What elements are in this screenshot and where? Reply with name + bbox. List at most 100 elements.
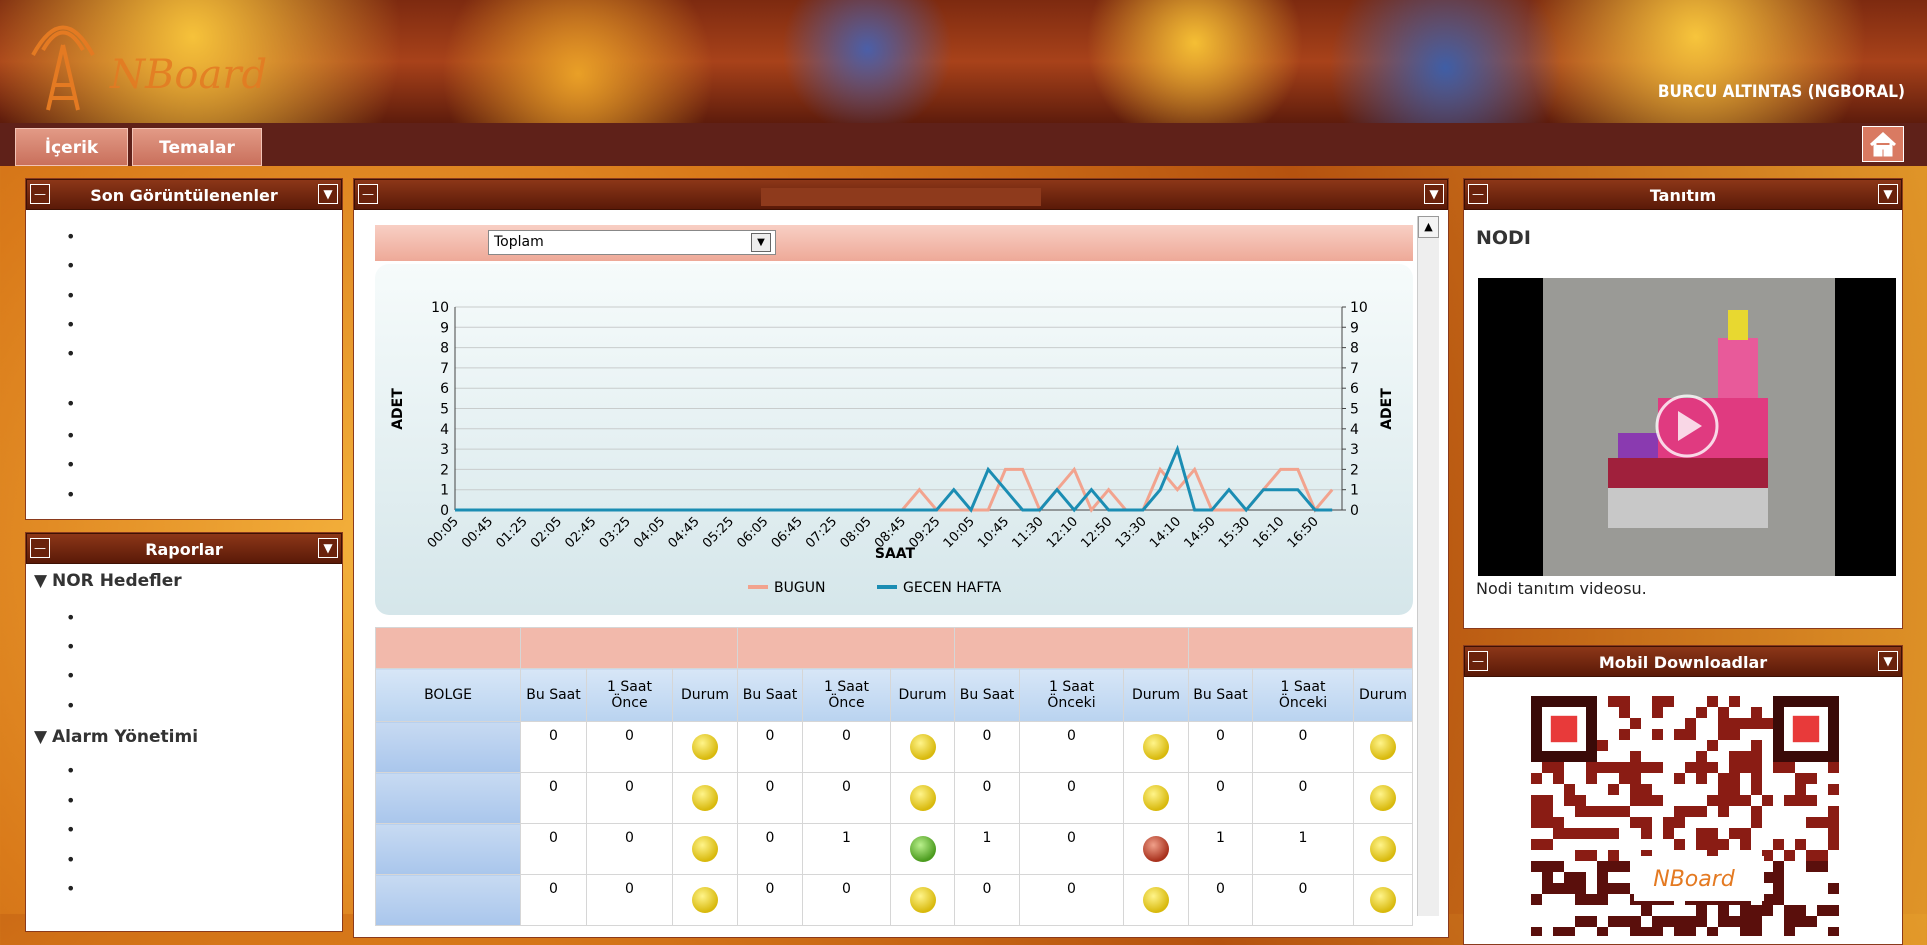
qr-module [1564, 872, 1575, 883]
scrollbar[interactable]: ▲ [1417, 216, 1439, 916]
caption: Nodi tanıtım videosu. [1476, 579, 1647, 598]
panel: Raporlar — ▼ ▼ NOR Hedefler • • • • ▼ Al… [25, 532, 343, 932]
qr-module [1795, 916, 1806, 927]
header-cell: 1 Saat Önceki [1019, 668, 1124, 722]
nav-tab[interactable]: Temalar [132, 128, 262, 166]
header-cell: Durum [672, 668, 738, 722]
status-icon [1143, 785, 1169, 811]
qr-module [1718, 773, 1729, 784]
status-icon [1370, 887, 1396, 913]
qr-module [1575, 894, 1586, 905]
x-tick-label: 08:05 [838, 514, 875, 551]
qr-module [1674, 839, 1685, 850]
header-cell: Bu Saat [520, 668, 587, 722]
header-cell: Durum [1123, 668, 1189, 722]
bullet: • [66, 286, 76, 305]
qr-module [1751, 806, 1762, 817]
x-tick-label: 14:50 [1182, 514, 1219, 551]
panel-title: Tanıtım [1464, 179, 1902, 210]
status-icon [909, 785, 936, 811]
expand-arrow[interactable]: ▼ [34, 571, 48, 591]
y-tick-label: 4 [440, 422, 449, 438]
status-cell [672, 874, 738, 926]
qr-logo-bg [1634, 856, 1764, 901]
qr-module [1531, 817, 1542, 828]
qr-module [1597, 872, 1608, 883]
menu-button[interactable]: ▼ [318, 538, 338, 558]
menu-button[interactable]: ▼ [318, 184, 338, 204]
qr-module [1773, 762, 1784, 773]
qr-module [1531, 806, 1542, 817]
qr-module [1531, 839, 1542, 850]
qr-module [1685, 762, 1696, 773]
home-button[interactable] [1862, 126, 1904, 162]
qr-module [1740, 762, 1751, 773]
video-player[interactable] [1478, 278, 1896, 576]
menu-button[interactable]: ▼ [1878, 184, 1898, 204]
panel-title: Raporlar [26, 533, 342, 564]
y-tick-label: 0 [440, 503, 449, 519]
status-cell [1123, 721, 1189, 773]
legend-label: GECEN HAFTA [903, 580, 1002, 596]
bullet: • [66, 608, 76, 627]
qr-module [1729, 729, 1740, 740]
menu-group[interactable]: NOR Hedefler [52, 571, 182, 591]
value-cell: 0 [802, 721, 891, 773]
logo-text: NBoard [110, 52, 268, 98]
qr-module [1553, 762, 1564, 773]
bullet: • [66, 315, 76, 334]
dropdown-arrow[interactable]: ▼ [751, 233, 771, 252]
y2-tick-label: 9 [1350, 320, 1359, 336]
status-icon [692, 887, 718, 913]
nav-tab[interactable]: İçerik [15, 128, 128, 166]
status-icon [692, 734, 718, 760]
x-tick-label: 12:10 [1044, 514, 1081, 551]
menu-button[interactable]: ▼ [1878, 651, 1898, 671]
qr-module [1564, 795, 1575, 806]
header-row: BOLGE Bu Saat 1 Saat Önce Durum Bu Saat 1 Saa… [375, 668, 1413, 722]
qr-module [1685, 916, 1696, 927]
qr-module [1630, 762, 1641, 773]
qr-module [1674, 817, 1685, 828]
bullet: • [66, 820, 76, 839]
qr-logo: NBoard [1653, 867, 1736, 892]
qr-module [1542, 861, 1553, 872]
qr-module [1773, 861, 1784, 872]
collapse-button[interactable]: — [30, 184, 50, 204]
menu-button[interactable]: ▼ [1424, 184, 1444, 204]
qr-module [1806, 773, 1817, 784]
qr-module [1608, 784, 1619, 795]
x-tick-label: 14:10 [1147, 514, 1184, 551]
x-tick-label: 07:25 [803, 514, 840, 551]
collapse-button[interactable]: — [358, 184, 378, 204]
qr-module [1729, 751, 1740, 762]
qr-module [1542, 806, 1553, 817]
qr-module [1773, 883, 1784, 894]
qr-module [1718, 905, 1729, 916]
qr-module [1531, 861, 1542, 872]
qr-module [1674, 927, 1685, 936]
qr-module [1751, 707, 1762, 718]
collapse-button[interactable]: — [1468, 651, 1488, 671]
collapse-button[interactable]: — [1468, 184, 1488, 204]
qr-module [1597, 806, 1608, 817]
qr-module [1828, 905, 1839, 916]
value-cell: 0 [737, 823, 803, 875]
qr-module [1784, 905, 1795, 916]
bullet: • [66, 344, 76, 363]
qr-module [1685, 729, 1696, 740]
qr-code[interactable]: NBoard [1519, 696, 1851, 936]
collapse-button[interactable]: — [30, 538, 50, 558]
expand-arrow[interactable]: ▼ [34, 727, 48, 747]
qr-module [1784, 927, 1795, 936]
filter-dropdown[interactable]: Toplam [488, 230, 776, 255]
qr-module [1641, 828, 1652, 839]
qr-module [1641, 927, 1652, 936]
qr-module [1707, 762, 1718, 773]
header-cell: Durum [890, 668, 955, 722]
qr-module [1762, 905, 1773, 916]
qr-module [1707, 696, 1718, 707]
menu-group[interactable]: Alarm Yönetimi [52, 727, 199, 747]
qr-module [1553, 828, 1564, 839]
